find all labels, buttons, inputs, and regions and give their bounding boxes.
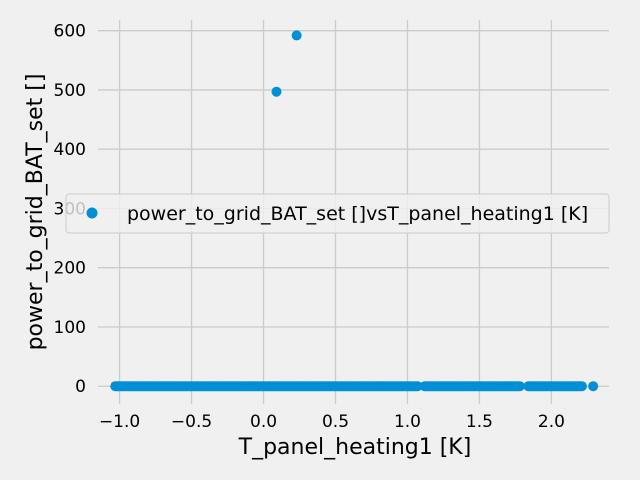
data-point — [412, 381, 423, 392]
data-point — [576, 381, 587, 392]
x-tick-label: 1.0 — [394, 412, 421, 432]
data-point — [271, 86, 282, 97]
x-tick-label: −0.5 — [171, 412, 212, 432]
x-tick-label: 1.5 — [466, 412, 493, 432]
legend-marker — [86, 207, 98, 219]
y-tick-label: 600 — [54, 22, 86, 42]
data-point — [291, 30, 302, 41]
legend-label: power_to_grid_BAT_set []vsT_panel_heatin… — [127, 203, 588, 225]
x-tick-label: −1.0 — [99, 412, 140, 432]
y-tick-labels: 0100200300400500600 — [54, 22, 86, 398]
y-axis-label: power_to_grid_BAT_set [] — [23, 74, 48, 351]
data-point — [588, 381, 599, 392]
legend: power_to_grid_BAT_set []vsT_panel_heatin… — [65, 193, 610, 234]
y-tick-label: 0 — [75, 377, 86, 397]
y-tick-label: 400 — [54, 140, 86, 160]
data-point — [514, 381, 525, 392]
x-tick-label: 2.0 — [538, 412, 565, 432]
x-tick-label: 0.0 — [250, 412, 277, 432]
y-tick-label: 100 — [54, 318, 86, 338]
x-axis-label: T_panel_heating1 [K] — [238, 435, 472, 460]
y-tick-label: 200 — [54, 259, 86, 279]
y-tick-label: 500 — [54, 81, 86, 101]
x-tick-label: 0.5 — [322, 412, 349, 432]
x-tick-labels: −1.0 −0.5 0.0 0.5 1.0 1.5 2.0 — [99, 412, 565, 432]
legend-box — [65, 193, 610, 234]
data-points — [110, 30, 599, 392]
